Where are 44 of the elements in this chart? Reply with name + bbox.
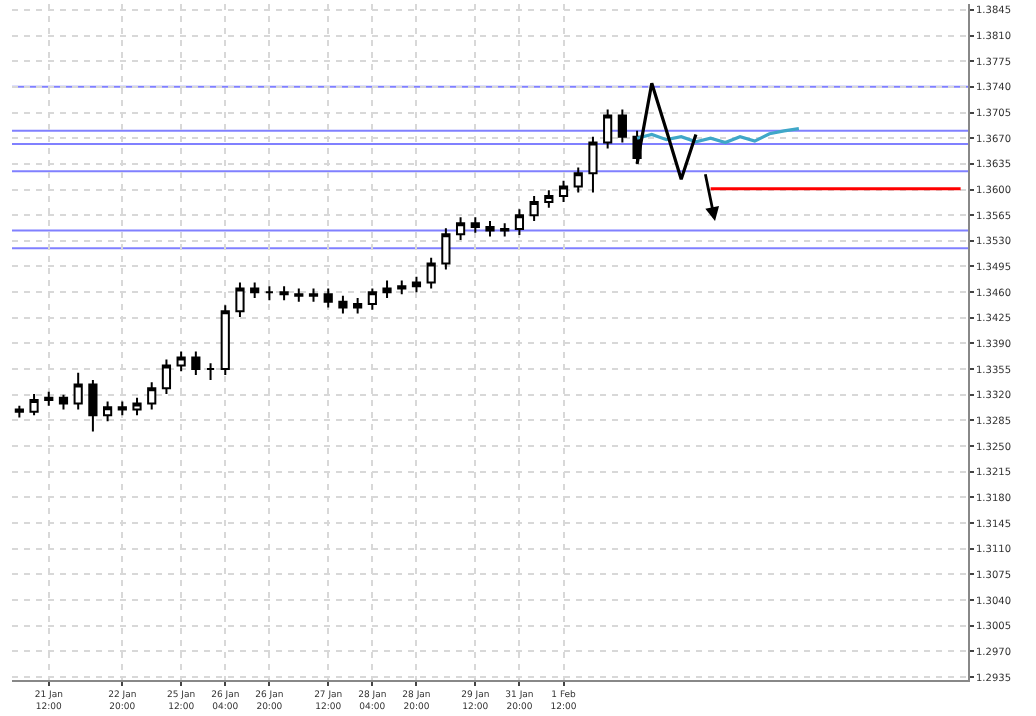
candlestick: [617, 108, 627, 144]
candlestick: [294, 287, 304, 303]
candlestick: [250, 281, 260, 299]
candlestick: [147, 381, 157, 411]
candlestick: [44, 390, 54, 407]
candlestick: [235, 281, 245, 319]
candlestick: [264, 285, 274, 302]
candlestick: [103, 400, 113, 423]
candlestick: [205, 362, 216, 382]
candlestick: [323, 287, 333, 309]
candlestick: [220, 304, 230, 376]
candlestick: [308, 287, 319, 303]
candlestick: [441, 227, 451, 271]
line-series: [635, 81, 698, 181]
candlestick: [500, 222, 510, 238]
candlestick: [338, 294, 348, 315]
candlestick: [529, 195, 539, 223]
candlestick: [88, 379, 98, 433]
candlestick: [367, 287, 377, 311]
candlestick: [353, 297, 363, 315]
candlestick: [588, 135, 598, 194]
candlestick: [382, 279, 392, 299]
candlestick: [485, 220, 495, 238]
candlestick: [514, 208, 525, 236]
candlestick: [558, 179, 569, 203]
candlestick: [14, 404, 24, 419]
candlestick: [470, 216, 480, 234]
candlestick: [397, 279, 407, 296]
candlestick: [29, 393, 39, 417]
candlestick: [176, 350, 186, 373]
candlestick: [58, 393, 69, 411]
candlestick: [544, 189, 554, 209]
candlestick: [426, 256, 436, 290]
candlestick: [573, 166, 583, 194]
candlestick: [132, 396, 142, 417]
candlestick: [411, 275, 422, 294]
candlestick: [603, 108, 613, 150]
candlestick: [279, 285, 289, 302]
line-series: [635, 127, 801, 145]
candlestick: [455, 216, 466, 242]
candlestick: [73, 371, 83, 411]
candlestick: [117, 400, 127, 417]
candlestick: [161, 358, 172, 396]
candlestick: [191, 350, 201, 376]
